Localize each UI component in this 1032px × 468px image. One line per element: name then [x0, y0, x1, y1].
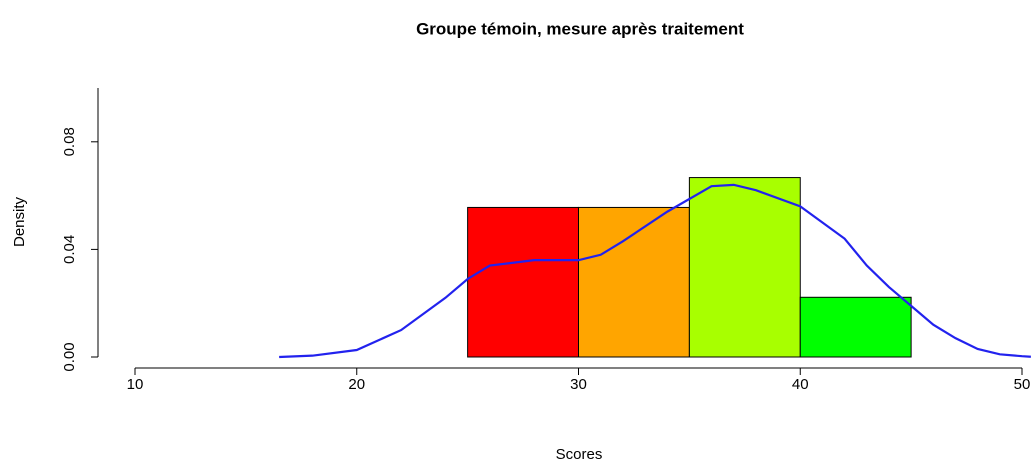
x-tick-label: 30 — [570, 376, 587, 393]
chart-title: Groupe témoin, mesure après traitement — [416, 19, 744, 38]
y-tick-label: 0.04 — [61, 235, 78, 264]
x-axis-label: Scores — [556, 446, 603, 463]
y-tick-label: 0.08 — [61, 127, 78, 156]
density-line — [279, 183, 1031, 359]
x-tick-label: 40 — [792, 376, 809, 393]
y-axis-label: Density — [11, 196, 28, 247]
x-tick-label: 50 — [1014, 376, 1031, 393]
y-tick-label: 0.00 — [61, 342, 78, 371]
bar — [467, 206, 579, 358]
x-tick-label: 10 — [127, 376, 144, 393]
x-tick-label: 20 — [348, 376, 365, 393]
bar — [688, 177, 801, 358]
bar — [578, 206, 690, 358]
bar — [799, 296, 912, 358]
